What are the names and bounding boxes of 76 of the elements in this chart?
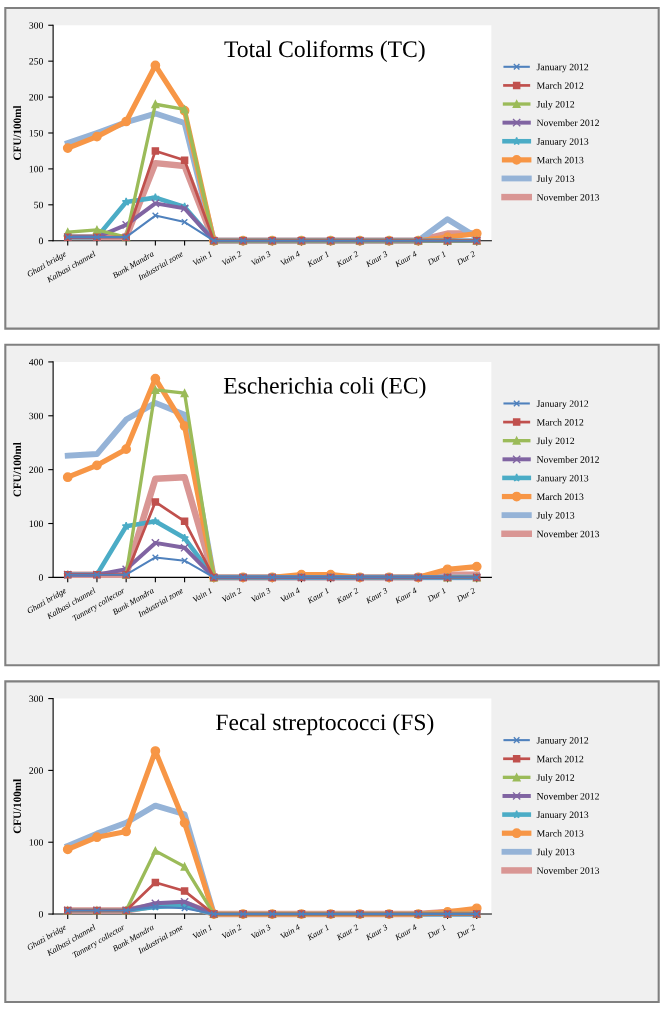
x-tick-label: Kaur 4 <box>394 587 418 604</box>
x-tick-label: Vain 4 <box>279 924 301 940</box>
x-tick-label: Dur 1 <box>426 924 446 939</box>
x-tick-label: Dur 2 <box>455 587 476 603</box>
x-tick-label: Vain 3 <box>250 924 272 940</box>
legend-label: January 2013 <box>536 138 589 147</box>
y-tick-label: 100 <box>29 520 44 527</box>
y-tick-label: 0 <box>38 237 44 245</box>
x-tick-label: Kaur 3 <box>365 924 389 941</box>
legend-label: July 2012 <box>536 774 575 783</box>
y-tick-label: 200 <box>29 466 44 474</box>
x-tick-label: Kaur 4 <box>394 924 418 941</box>
text: Escherichia coli (EC) <box>223 377 426 399</box>
x-tick-label: Dur 1 <box>426 587 446 603</box>
legend-label: November 2013 <box>536 867 600 874</box>
x-tick-label: Vain 2 <box>221 587 243 603</box>
y-tick-label: 0 <box>38 910 44 918</box>
text: Fecal streptococci (FS) <box>216 713 434 736</box>
legend-label: January 2012 <box>536 400 589 409</box>
x-tick-label: Kaur 4 <box>394 250 418 268</box>
legend-label: January 2013 <box>536 811 589 821</box>
y-tick-label: 300 <box>29 412 44 420</box>
legend-label: March 2013 <box>536 493 584 501</box>
y-tick-label: 300 <box>29 695 44 703</box>
legend-label: March 2012 <box>536 418 584 426</box>
x-tick-label: Kaur 1 <box>306 587 330 604</box>
y-axis-title: CFU/100ml <box>13 442 21 497</box>
x-tick-label: Vain 3 <box>250 250 272 266</box>
x-tick-label: Vain 2 <box>221 250 243 266</box>
x-tick-label: Dur 2 <box>455 924 476 939</box>
y-tick-label: 200 <box>29 767 44 774</box>
x-tick-label: Dur 1 <box>426 251 446 266</box>
legend-label: July 2012 <box>536 437 575 447</box>
y-axis-title: CFU/100ml <box>13 105 21 160</box>
legend-label: March 2012 <box>536 755 584 763</box>
x-tick-label: Kaur 1 <box>306 924 330 941</box>
x-tick-label: Kaur 2 <box>335 250 359 268</box>
legend-label: November 2012 <box>536 792 599 800</box>
legend-label: July 2013 <box>536 848 575 858</box>
y-tick-label: 400 <box>29 358 44 366</box>
y-tick-label: 200 <box>29 93 44 101</box>
x-tick-label: Kaur 3 <box>365 587 389 604</box>
y-tick-label: 250 <box>29 58 44 65</box>
x-tick-label: Vain 4 <box>279 250 301 266</box>
x-tick-label: Vain 2 <box>221 924 243 940</box>
x-tick-label: Vain 1 <box>192 251 213 266</box>
legend-label: January 2013 <box>536 474 589 484</box>
legend-label: July 2013 <box>536 511 575 521</box>
x-tick-label: Vain 1 <box>192 924 213 940</box>
y-tick-label: 100 <box>29 165 44 173</box>
x-tick-label: Kaur 1 <box>306 251 330 268</box>
legend-label: November 2012 <box>536 119 599 127</box>
x-tick-label: Vain 3 <box>250 587 272 603</box>
legend-label: July 2013 <box>536 175 575 184</box>
x-tick-label: Kaur 3 <box>365 250 389 268</box>
legend-label: March 2012 <box>536 82 584 89</box>
x-tick-label: Vain 4 <box>279 587 301 603</box>
legend-label: March 2013 <box>536 829 584 837</box>
legend-label: November 2012 <box>536 455 599 463</box>
x-tick-label: Kaur 2 <box>335 924 359 941</box>
text: Total Coliforms (TC) <box>224 40 425 62</box>
legend-label: January 2012 <box>536 63 589 73</box>
legend-label: November 2013 <box>536 530 600 538</box>
y-tick-label: 0 <box>38 574 44 581</box>
x-tick-label: Vain 1 <box>192 587 213 603</box>
y-tick-label: 300 <box>29 22 44 29</box>
x-tick-label: Kaur 2 <box>335 587 359 604</box>
y-tick-label: 100 <box>29 839 44 846</box>
y-tick-label: 50 <box>34 201 44 209</box>
legend-label: November 2013 <box>536 193 600 201</box>
legend-label: July 2012 <box>536 100 575 110</box>
y-axis-title: CFU/100ml <box>13 779 21 834</box>
y-tick-label: 150 <box>29 129 44 137</box>
legend-label: January 2012 <box>536 737 589 746</box>
x-tick-label: Dur 2 <box>455 250 476 266</box>
legend-label: March 2013 <box>536 156 584 164</box>
